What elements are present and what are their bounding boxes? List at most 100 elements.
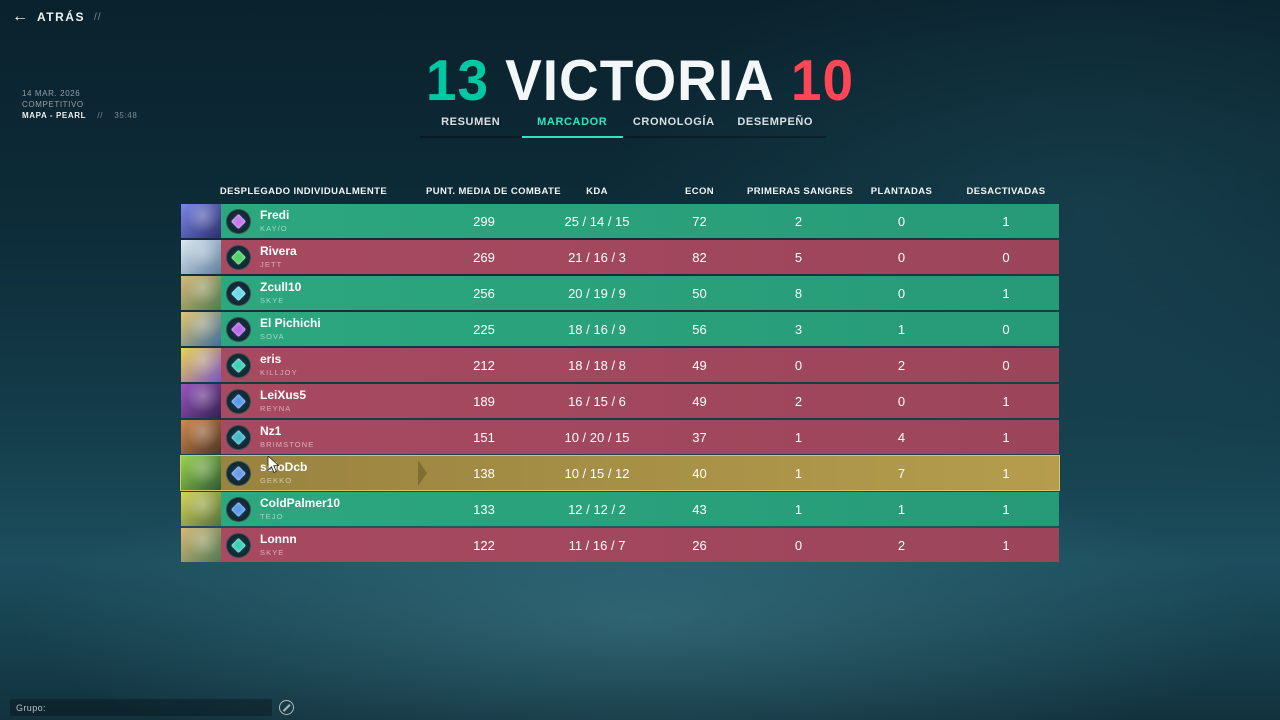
- player-identity-cell: eris KILLJOY: [181, 348, 426, 382]
- player-identity-cell: Fredi KAY/O: [181, 204, 426, 238]
- scoreboard-header: DESPLEGADO INDIVIDUALMENTE PUNT. MEDIA DE…: [181, 183, 1059, 200]
- player-identity-cell: Nz1 BRIMSTONE: [181, 420, 426, 454]
- stat-kda: 10 / 20 / 15: [564, 429, 630, 445]
- stat-first-bloods: 5: [794, 249, 803, 265]
- player-names: Fredi KAY/O: [260, 209, 289, 233]
- tab-desempeno[interactable]: DESEMPEÑO: [724, 112, 826, 138]
- player-row[interactable]: ColdPalmer10 TEJO 133 12 / 12 / 2 43 1 1…: [181, 492, 1059, 526]
- player-row[interactable]: Zcull10 SKYE 256 20 / 19 / 9 50 8 0 1: [181, 276, 1059, 310]
- stat-plants: 2: [897, 537, 906, 553]
- rank-gem-icon: [230, 393, 247, 409]
- rank-badge-icon: [226, 352, 251, 378]
- rank-gem-icon: [230, 321, 247, 337]
- stat-first-bloods: 1: [794, 429, 803, 445]
- player-names: El Pichichi SOVA: [260, 317, 321, 341]
- stat-first-bloods: 2: [794, 393, 803, 409]
- player-row[interactable]: Lonnn SKYE 122 11 / 16 / 7 26 0 2 1: [181, 528, 1059, 562]
- stat-plants: 2: [897, 357, 906, 373]
- player-names: Nz1 BRIMSTONE: [260, 425, 314, 449]
- stat-plants: 0: [897, 393, 906, 409]
- stat-econ: 49: [692, 393, 707, 409]
- tab-marcador[interactable]: MARCADOR: [521, 112, 623, 138]
- stat-defuses: 1: [1002, 501, 1010, 517]
- column-header-desplegado-individualmente: DESPLEGADO INDIVIDUALMENTE: [219, 186, 388, 197]
- party-input[interactable]: Grupo:: [10, 699, 272, 716]
- tab-resumen[interactable]: RESUMEN: [420, 112, 522, 138]
- match-duration: 35:48: [114, 111, 138, 120]
- stat-econ: 82: [692, 249, 707, 265]
- player-name: Lonnn: [260, 532, 297, 546]
- stat-first-bloods: 1: [794, 501, 803, 517]
- stat-acs: 256: [473, 285, 495, 301]
- stat-plants: 0: [897, 249, 906, 265]
- match-date: 14 MAR. 2026: [22, 89, 81, 98]
- agent-portrait: [181, 420, 221, 454]
- stat-kda: 20 / 19 / 9: [568, 285, 626, 301]
- stat-defuses: 1: [1002, 393, 1010, 409]
- column-header-desactivadas: DESACTIVADAS: [966, 186, 1046, 197]
- team-score: 13: [425, 47, 490, 113]
- agent-name: JETT: [260, 260, 283, 269]
- player-row[interactable]: Rivera JETT 269 21 / 16 / 3 82 5 0 0: [181, 240, 1059, 274]
- stat-plants: 4: [897, 429, 906, 445]
- stat-kda: 16 / 15 / 6: [568, 393, 626, 409]
- player-name: ColdPalmer10: [260, 496, 341, 510]
- player-names: LeiXus5 REYNA: [260, 389, 306, 413]
- player-names: eris KILLJOY: [260, 353, 298, 377]
- agent-name: SKYE: [260, 296, 285, 305]
- stat-plants: 0: [897, 285, 906, 301]
- agent-name: TEJO: [260, 512, 284, 521]
- back-button[interactable]: ← ATRÁS //: [12, 9, 102, 25]
- tab-cronologia[interactable]: CRONOLOGÍA: [623, 112, 725, 138]
- player-identity-cell: Zcull10 SKYE: [181, 276, 426, 310]
- stat-kda: 11 / 16 / 7: [568, 537, 626, 553]
- player-row[interactable]: LeiXus5 REYNA 189 16 / 15 / 6 49 2 0 1: [181, 384, 1059, 418]
- player-name: Zcull10: [260, 280, 302, 294]
- player-names: ColdPalmer10 TEJO: [260, 497, 340, 521]
- stat-acs: 189: [473, 393, 495, 409]
- rank-gem-icon: [230, 213, 247, 229]
- player-row[interactable]: eris KILLJOY 212 18 / 18 / 8 49 0 2 0: [181, 348, 1059, 382]
- stat-acs: 225: [473, 321, 495, 337]
- agent-portrait: [181, 456, 221, 490]
- stat-first-bloods: 0: [794, 357, 803, 373]
- scoreboard: DESPLEGADO INDIVIDUALMENTE PUNT. MEDIA DE…: [180, 183, 1060, 562]
- agent-name: REYNA: [260, 404, 292, 413]
- stat-kda: 10 / 15 / 12: [564, 465, 630, 481]
- stat-kda: 18 / 16 / 9: [568, 321, 626, 337]
- match-map-line: MAPA - PEARL // 35:48: [22, 110, 137, 121]
- rank-badge-icon: [226, 460, 251, 486]
- agent-name: GEKKO: [260, 476, 293, 485]
- agent-portrait: [181, 492, 221, 526]
- back-slashes: //: [93, 11, 102, 23]
- agent-portrait: [181, 528, 221, 562]
- stat-first-bloods: 3: [794, 321, 803, 337]
- rank-gem-icon: [230, 501, 247, 517]
- rank-badge-icon: [226, 424, 251, 450]
- stat-defuses: 0: [1002, 357, 1010, 373]
- match-map: MAPA - PEARL: [22, 111, 87, 120]
- player-name: soloDcb: [260, 460, 308, 474]
- stat-first-bloods: 8: [794, 285, 803, 301]
- rank-badge-icon: [226, 208, 251, 234]
- party-label: Grupo:: [16, 702, 46, 713]
- player-names: Zcull10 SKYE: [260, 281, 301, 305]
- agent-name: SOVA: [260, 332, 285, 341]
- column-header-punt-media-de-combate: PUNT. MEDIA DE COMBATE: [426, 186, 561, 197]
- player-identity-cell: soloDcb GEKKO: [181, 456, 426, 490]
- stat-plants: 7: [897, 465, 906, 481]
- agent-portrait: [181, 384, 221, 418]
- tabs: RESUMEN MARCADOR CRONOLOGÍA DESEMPEÑO: [420, 112, 826, 138]
- player-row[interactable]: Fredi KAY/O 299 25 / 14 / 15 72 2 0 1: [181, 204, 1059, 238]
- stat-plants: 1: [897, 501, 906, 517]
- stat-kda: 21 / 16 / 3: [568, 249, 626, 265]
- stat-kda: 18 / 18 / 8: [568, 357, 626, 373]
- back-label: ATRÁS: [37, 10, 85, 24]
- player-row[interactable]: soloDcb GEKKO 138 10 / 15 / 12 40 1 7 1: [180, 455, 1060, 491]
- player-row[interactable]: El Pichichi SOVA 225 18 / 16 / 9 56 3 1 …: [181, 312, 1059, 346]
- player-identity-cell: Rivera JETT: [181, 240, 426, 274]
- voice-muted-icon[interactable]: [279, 700, 294, 715]
- player-row[interactable]: Nz1 BRIMSTONE 151 10 / 20 / 15 37 1 4 1: [181, 420, 1059, 454]
- player-identity-cell: El Pichichi SOVA: [181, 312, 426, 346]
